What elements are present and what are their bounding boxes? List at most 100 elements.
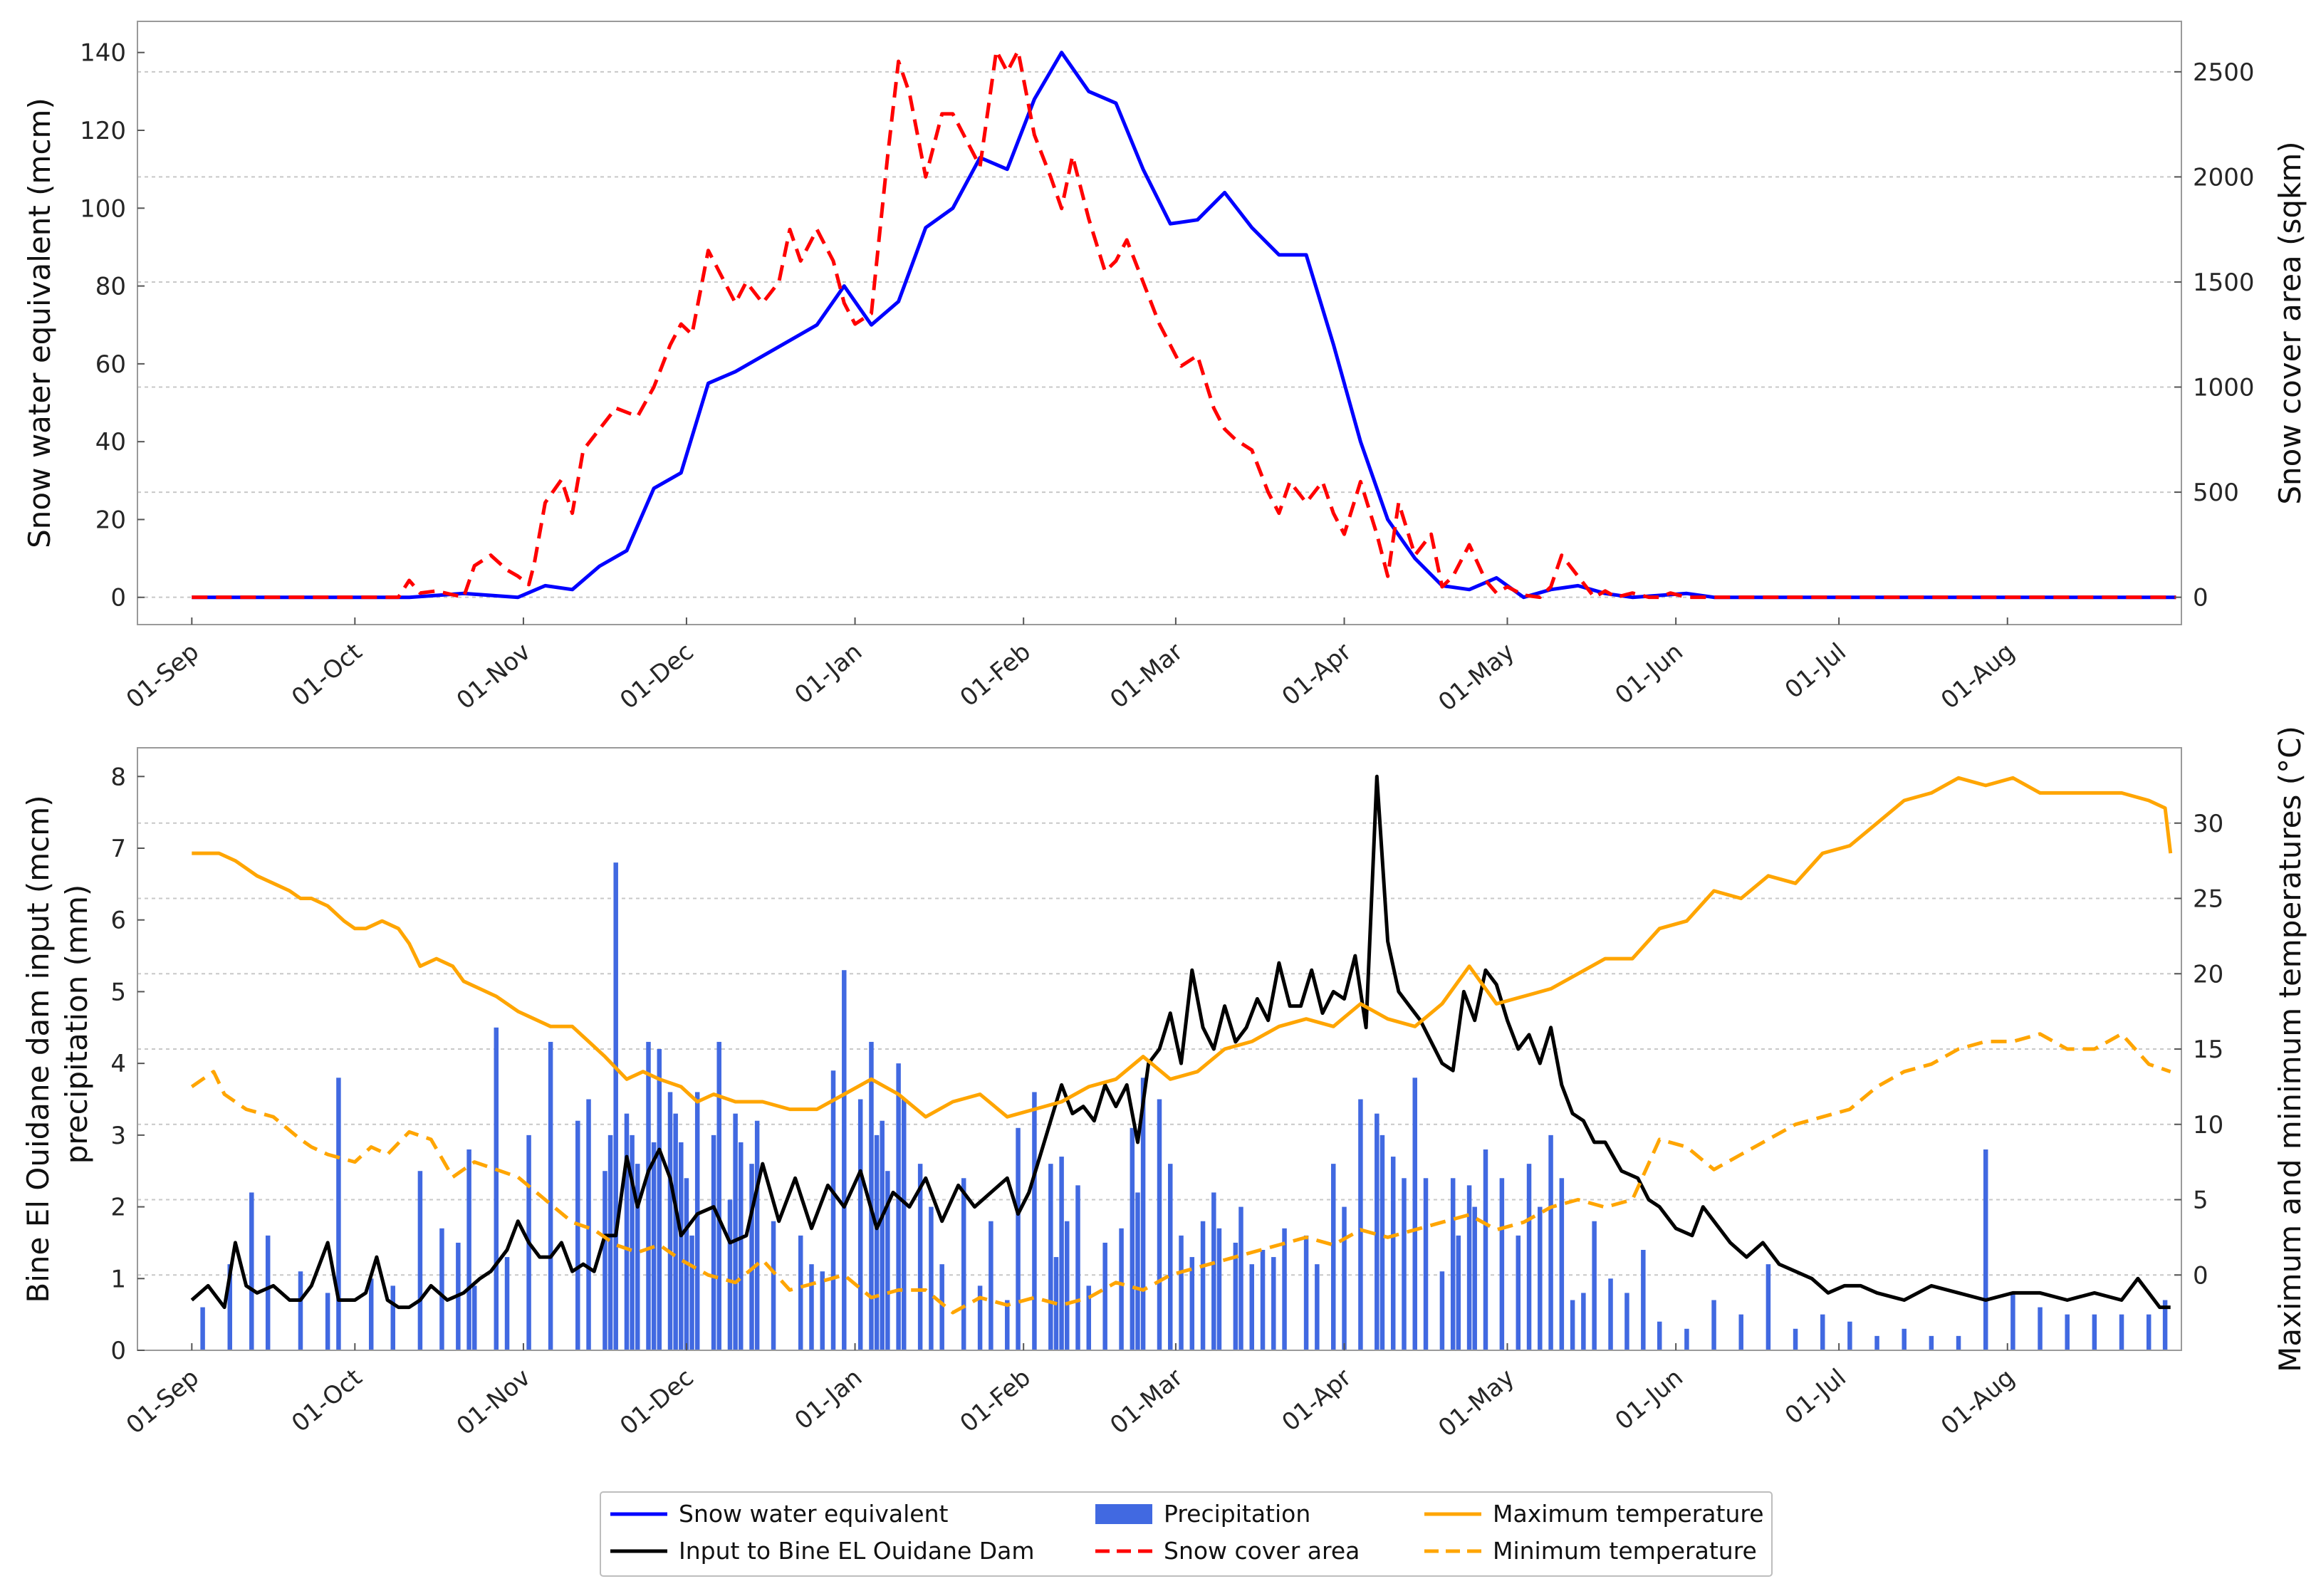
x-tick-label: 01-Nov: [452, 1363, 536, 1441]
precipitation-bar: [265, 1235, 271, 1350]
precipitation-bar: [1303, 1235, 1309, 1350]
precipitation-bar: [1211, 1192, 1216, 1350]
precipitation-bar: [603, 1171, 607, 1350]
x-tick-label: 01-May: [1433, 637, 1520, 717]
precipitation-bar: [1249, 1264, 1255, 1350]
precipitation-bar: [249, 1192, 254, 1350]
legend-label: Snow water equivalent: [679, 1500, 949, 1528]
y-tick-label: 0: [110, 1337, 126, 1365]
y2-tick-label: 500: [2193, 479, 2239, 507]
y2-axis-label: Maximum and minimum temperatures (°C): [2273, 726, 2307, 1372]
precipitation-bar: [1526, 1164, 1532, 1350]
y2-tick-label: 20: [2193, 960, 2223, 989]
y2-tick-label: 2000: [2193, 163, 2255, 192]
precipitation-bar: [630, 1135, 635, 1350]
y2-axis-label: Snow cover area (sqkm): [2273, 141, 2307, 504]
y-tick-label: 8: [110, 763, 126, 791]
precipitation-bar: [842, 970, 847, 1350]
precipitation-bar: [771, 1221, 776, 1350]
precipitation-bar: [1059, 1157, 1064, 1350]
precipitation-bar: [2119, 1314, 2124, 1350]
precipitation-bar: [1271, 1257, 1276, 1350]
precipitation-bar: [646, 1041, 651, 1350]
y-tick-label: 140: [80, 39, 126, 68]
precipitation-bar: [1472, 1206, 1477, 1350]
precipitation-bar: [830, 1070, 836, 1350]
precipitation-bar: [2162, 1300, 2168, 1350]
precipitation-bar: [417, 1171, 423, 1350]
precipitation-bars: [200, 862, 2168, 1350]
legend: Snow water equivalent Input to Bine EL Ou…: [600, 1491, 1773, 1577]
precipitation-bar: [1581, 1293, 1586, 1350]
precipitation-bar: [1005, 1300, 1010, 1350]
x-tick-label: 01-Sep: [121, 637, 204, 714]
precipitation-bar: [1130, 1127, 1135, 1350]
x-tick-label: 01-May: [1433, 1363, 1520, 1443]
precipitation-bar: [1179, 1235, 1184, 1350]
precipitation-bar: [667, 1092, 673, 1350]
precipitation-bar: [1738, 1314, 1743, 1350]
precipitation-bar: [977, 1285, 983, 1350]
precipitation-bar: [1358, 1099, 1363, 1350]
x-tick-label: 01-Feb: [955, 1363, 1036, 1438]
precipitation-bar: [1548, 1135, 1553, 1350]
x-tick-label: 01-Feb: [955, 637, 1036, 712]
precipitation-bar: [635, 1164, 640, 1350]
legend-label: Maximum temperature: [1493, 1500, 1764, 1528]
minimum-temperature-line: [190, 1032, 2171, 1315]
y2-tick-label: 15: [2193, 1036, 2223, 1064]
precipitation-bar: [1439, 1271, 1445, 1350]
precipitation-bar: [1342, 1206, 1347, 1350]
plot-frame: [137, 21, 2182, 625]
precipitation-bar: [1168, 1164, 1173, 1350]
precipitation-bar: [1412, 1078, 1417, 1350]
x-tick-label: 01-Mar: [1105, 637, 1188, 714]
precipitation-bar: [1956, 1335, 1961, 1350]
precipitation-bar: [325, 1293, 330, 1350]
x-tick-label: 01-Jan: [789, 1363, 867, 1435]
y2-tick-label: 0: [2193, 584, 2208, 612]
precipitation-bar: [694, 1092, 700, 1350]
y-tick-label: 40: [95, 428, 126, 457]
precipitation-bar: [874, 1135, 880, 1350]
x-tick-label: 01-Aug: [1936, 637, 2020, 715]
precipitation-bar: [624, 1113, 630, 1350]
y2-tick-label: 10: [2193, 1111, 2223, 1139]
legend-label: Minimum temperature: [1493, 1537, 1757, 1565]
y-axis-label: Snow water equivalent (mcm): [22, 98, 57, 548]
y2-tick-label: 25: [2193, 885, 2223, 914]
precipitation-bar: [336, 1078, 341, 1350]
x-tick-label: 01-Jan: [789, 637, 867, 709]
precipitation-bar: [689, 1235, 694, 1350]
y-tick-label: 60: [95, 350, 126, 379]
precipitation-bar: [2010, 1293, 2015, 1350]
x-tick-label: 01-Jul: [1780, 1363, 1852, 1430]
precipitation-bar: [1032, 1092, 1037, 1350]
precipitation-bar: [575, 1120, 580, 1350]
y-tick-label: 7: [110, 835, 126, 863]
precipitation-bar: [1119, 1228, 1124, 1350]
precipitation-bar: [607, 1135, 613, 1350]
y-tick-label: 120: [80, 117, 126, 145]
precipitation-bar: [989, 1221, 993, 1350]
precipitation-bar: [727, 1199, 733, 1350]
y-tick-label: 20: [95, 506, 126, 534]
precipitation-bar: [439, 1228, 444, 1350]
precipitation-bar: [1929, 1335, 1934, 1350]
y-tick-label: 80: [95, 273, 126, 301]
precipitation-bar: [368, 1278, 374, 1350]
precipitation-bar: [1624, 1293, 1629, 1350]
snow-water-equivalent-line: [192, 51, 2176, 600]
x-tick-label: 01-Jun: [1610, 1363, 1689, 1436]
precipitation-bar: [1983, 1149, 1988, 1350]
y2-tick-label: 1000: [2193, 374, 2255, 402]
y-axis-label: Bine El Ouidane dam input (mcm): [21, 795, 56, 1303]
precipitation-bar: [929, 1206, 934, 1350]
precipitation-bar: [227, 1264, 233, 1350]
precipitation-bar: [754, 1120, 760, 1350]
plot-content: [192, 48, 2176, 600]
precipitation-bar: [390, 1285, 395, 1350]
precipitation-bar: [1157, 1099, 1162, 1350]
x-tick-label: 01-Sep: [121, 1363, 204, 1440]
precipitation-bar: [939, 1264, 944, 1350]
